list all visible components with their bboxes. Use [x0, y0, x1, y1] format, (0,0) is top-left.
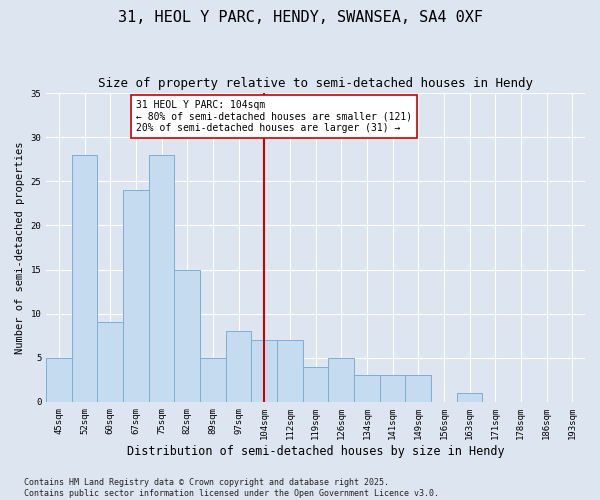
- Bar: [457, 393, 482, 402]
- Bar: [46, 358, 72, 402]
- Text: Contains HM Land Registry data © Crown copyright and database right 2025.
Contai: Contains HM Land Registry data © Crown c…: [24, 478, 439, 498]
- X-axis label: Distribution of semi-detached houses by size in Hendy: Distribution of semi-detached houses by …: [127, 444, 505, 458]
- Bar: [72, 155, 97, 402]
- Bar: [97, 322, 123, 402]
- Bar: [354, 376, 380, 402]
- Title: Size of property relative to semi-detached houses in Hendy: Size of property relative to semi-detach…: [98, 78, 533, 90]
- Bar: [149, 155, 175, 402]
- Y-axis label: Number of semi-detached properties: Number of semi-detached properties: [15, 141, 25, 354]
- Bar: [200, 358, 226, 402]
- Bar: [123, 190, 149, 402]
- Bar: [251, 340, 277, 402]
- Bar: [406, 376, 431, 402]
- Text: 31 HEOL Y PARC: 104sqm
← 80% of semi-detached houses are smaller (121)
20% of se: 31 HEOL Y PARC: 104sqm ← 80% of semi-det…: [136, 100, 412, 134]
- Bar: [328, 358, 354, 402]
- Bar: [226, 332, 251, 402]
- Bar: [303, 366, 328, 402]
- Text: 31, HEOL Y PARC, HENDY, SWANSEA, SA4 0XF: 31, HEOL Y PARC, HENDY, SWANSEA, SA4 0XF: [118, 10, 482, 25]
- Bar: [175, 270, 200, 402]
- Bar: [380, 376, 406, 402]
- Bar: [277, 340, 303, 402]
